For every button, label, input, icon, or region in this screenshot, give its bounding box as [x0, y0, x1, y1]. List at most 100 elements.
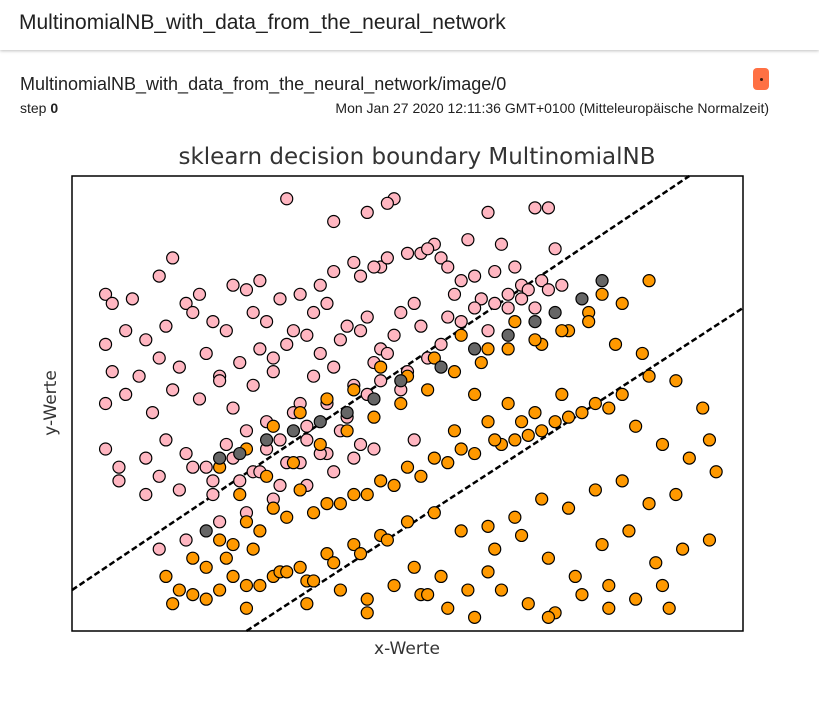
- class_a-point: [327, 214, 341, 229]
- class_b-point: [461, 583, 475, 597]
- class_b-point: [360, 487, 374, 502]
- class_b-point: [501, 342, 515, 356]
- class_a-point: [139, 451, 153, 465]
- class_a-point: [233, 355, 247, 370]
- class_b-point: [320, 547, 334, 561]
- class_b-point: [602, 578, 616, 593]
- class_a-point: [400, 246, 415, 260]
- class_a-point: [300, 433, 314, 447]
- class_b-point: [306, 506, 321, 520]
- boundary-point: [501, 328, 515, 342]
- class_a-point: [353, 324, 368, 338]
- class_b-point: [239, 515, 254, 529]
- class_a-point: [152, 351, 166, 365]
- boundary-point: [286, 424, 301, 438]
- class_b-point: [367, 410, 381, 424]
- class_b-point: [615, 387, 629, 401]
- class_a-point: [293, 287, 307, 301]
- step-label: step: [20, 100, 47, 116]
- class_b-point: [474, 355, 488, 370]
- class_a-point: [186, 460, 200, 474]
- class_a-point: [206, 474, 220, 488]
- more-dot-icon[interactable]: [753, 68, 769, 90]
- class_b-point: [421, 383, 435, 397]
- class_b-point: [602, 601, 616, 615]
- class_a-point: [494, 237, 509, 251]
- class_b-point: [347, 383, 361, 397]
- class_b-point: [387, 578, 401, 593]
- class_a-point: [441, 260, 455, 274]
- class_a-point: [98, 396, 113, 411]
- class_b-point: [219, 551, 233, 565]
- class_a-point: [145, 406, 160, 420]
- class_a-point: [447, 287, 462, 301]
- class_b-point: [454, 442, 468, 456]
- class_b-point: [649, 556, 663, 570]
- class_a-point: [454, 315, 468, 329]
- class_a-point: [300, 419, 314, 433]
- class_b-point: [535, 424, 549, 438]
- class_b-point: [199, 560, 213, 574]
- class_a-point: [179, 296, 193, 310]
- class_a-point: [320, 296, 334, 310]
- class_b-point: [528, 406, 542, 420]
- class_b-point: [186, 551, 200, 565]
- class_b-point: [394, 396, 408, 411]
- class_b-point: [655, 578, 670, 593]
- class_b-point: [333, 583, 347, 597]
- class_b-point: [608, 337, 623, 351]
- class_a-point: [380, 196, 394, 210]
- class_b-point: [213, 533, 227, 547]
- class_a-point: [280, 192, 294, 206]
- step-value: 0: [50, 100, 59, 116]
- class_b-point: [280, 565, 294, 579]
- class_a-point: [105, 365, 119, 379]
- class_b-point: [541, 610, 556, 624]
- class_a-point: [394, 305, 408, 320]
- class_a-point: [380, 346, 394, 361]
- class_b-point: [293, 560, 307, 574]
- dot-icon: [760, 78, 763, 81]
- class_b-point: [494, 583, 509, 597]
- boundary-point: [233, 446, 247, 461]
- class_b-point: [360, 606, 374, 620]
- class_b-point: [481, 415, 495, 429]
- class_b-point: [427, 351, 441, 365]
- class_b-point: [172, 583, 186, 597]
- boundary-point: [367, 392, 381, 406]
- class_a-point: [226, 278, 240, 292]
- class_a-point: [360, 205, 374, 220]
- class_a-point: [300, 328, 314, 342]
- class_a-point: [374, 374, 388, 388]
- class_a-point: [421, 242, 435, 256]
- class_b-point: [642, 497, 656, 511]
- class_a-point: [488, 296, 502, 310]
- class_a-point: [313, 346, 327, 361]
- class_b-point: [642, 274, 656, 288]
- class_b-point: [226, 537, 240, 552]
- class_a-point: [179, 446, 193, 461]
- class_a-point: [179, 533, 193, 547]
- class_b-point: [582, 315, 596, 329]
- class_a-point: [112, 474, 126, 488]
- class_a-point: [239, 283, 254, 297]
- class_a-point: [481, 205, 495, 220]
- class_b-point: [588, 483, 602, 497]
- class_a-point: [199, 346, 213, 361]
- class_a-point: [152, 269, 166, 283]
- class_b-point: [246, 542, 260, 556]
- chart-image: sklearn decision boundary MultinomialNB …: [40, 138, 760, 663]
- class_b-point: [414, 469, 428, 483]
- class_b-point: [702, 433, 717, 447]
- image-tag-title: MultinomialNB_with_data_from_the_neural_…: [20, 74, 507, 94]
- class_a-point: [407, 433, 421, 447]
- class_b-point: [595, 537, 609, 552]
- boundary-point: [394, 374, 408, 388]
- class_b-point: [266, 419, 280, 433]
- class_a-point: [152, 469, 166, 483]
- boundary-point: [595, 274, 609, 288]
- class_a-point: [266, 365, 280, 379]
- class_b-point: [347, 537, 361, 552]
- class_a-point: [508, 260, 522, 274]
- class_b-point: [400, 460, 415, 474]
